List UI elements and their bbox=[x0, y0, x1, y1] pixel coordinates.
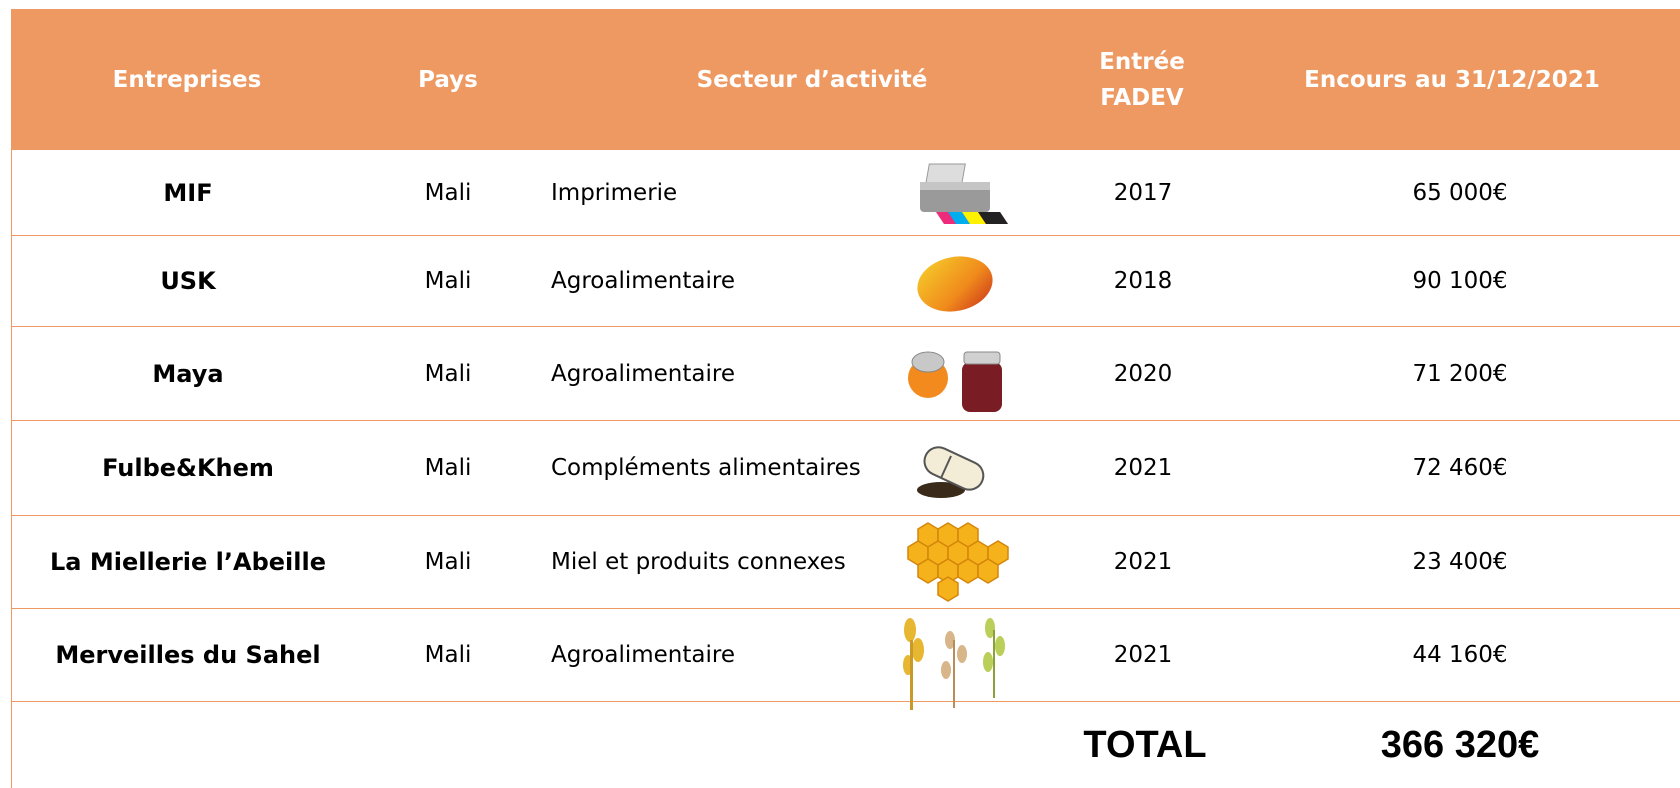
table: Entreprises Pays Secteur d’activité Entrée … bbox=[11, 9, 1680, 788]
header-cell: Pays bbox=[418, 66, 478, 93]
country: Mali bbox=[424, 455, 472, 481]
country: Mali bbox=[424, 360, 472, 387]
total-value: 366 320€ bbox=[1380, 723, 1540, 766]
outstanding-amount: 71 200€ bbox=[1412, 360, 1508, 387]
sector: Imprimerie bbox=[551, 179, 678, 206]
country: Mali bbox=[424, 179, 472, 206]
total-label: TOTAL bbox=[1083, 723, 1207, 766]
entry-year: 2021 bbox=[1113, 642, 1173, 668]
header-cell: Encours au 31/12/2021 bbox=[1304, 66, 1600, 93]
table-row: Maya Mali Agroalimentaire 2020 71 200€ bbox=[12, 327, 1680, 421]
entry-year: 2021 bbox=[1113, 455, 1173, 481]
outstanding-amount: 65 000€ bbox=[1412, 179, 1508, 206]
country: Mali bbox=[424, 642, 472, 668]
company-name: Maya bbox=[152, 359, 224, 388]
header-cell: Entrée FADEV bbox=[1099, 48, 1185, 111]
company-name: USK bbox=[160, 267, 216, 295]
outstanding-amount: 90 100€ bbox=[1412, 268, 1508, 294]
table-row: Fulbe&Khem Mali Compléments alimentaires 20… bbox=[12, 421, 1680, 516]
sector: Agroalimentaire bbox=[551, 642, 735, 668]
entry-year: 2020 bbox=[1113, 360, 1173, 387]
country: Mali bbox=[424, 549, 472, 575]
entry-year: 2017 bbox=[1113, 179, 1173, 206]
sector: Compléments alimentaires bbox=[551, 455, 861, 481]
company-name: Merveilles du Sahel bbox=[55, 641, 321, 669]
outstanding-amount: 72 460€ bbox=[1412, 455, 1508, 481]
outstanding-amount: 23 400€ bbox=[1412, 549, 1508, 575]
total-row: TOTAL 366 320€ bbox=[12, 702, 1680, 788]
entry-year: 2018 bbox=[1113, 268, 1173, 294]
header-cell: Secteur d’activité bbox=[696, 66, 928, 93]
table-header: Entreprises Pays Secteur d’activité Entrée … bbox=[12, 9, 1680, 150]
outstanding-amount: 44 160€ bbox=[1412, 642, 1508, 668]
company-name: La Miellerie l’Abeille bbox=[50, 548, 326, 576]
company-name: Fulbe&Khem bbox=[102, 454, 274, 482]
table-row: Merveilles du Sahel Mali Agroalimentaire 20… bbox=[12, 609, 1680, 702]
country: Mali bbox=[424, 268, 472, 294]
table-row: La Miellerie l’Abeille Mali Miel et produi… bbox=[12, 516, 1680, 609]
sector: Agroalimentaire bbox=[551, 268, 735, 294]
sector: Agroalimentaire bbox=[551, 360, 735, 387]
sector: Miel et produits connexes bbox=[551, 549, 846, 575]
entry-year: 2021 bbox=[1113, 549, 1173, 575]
company-name: MIF bbox=[163, 178, 213, 207]
table-row: USK Mali Agroalimentaire 2018 90 100€ bbox=[12, 236, 1680, 327]
header-cell: Entreprises bbox=[112, 66, 262, 93]
table-row: MIF Mali Imprimerie 2017 65 000€ bbox=[12, 150, 1680, 236]
